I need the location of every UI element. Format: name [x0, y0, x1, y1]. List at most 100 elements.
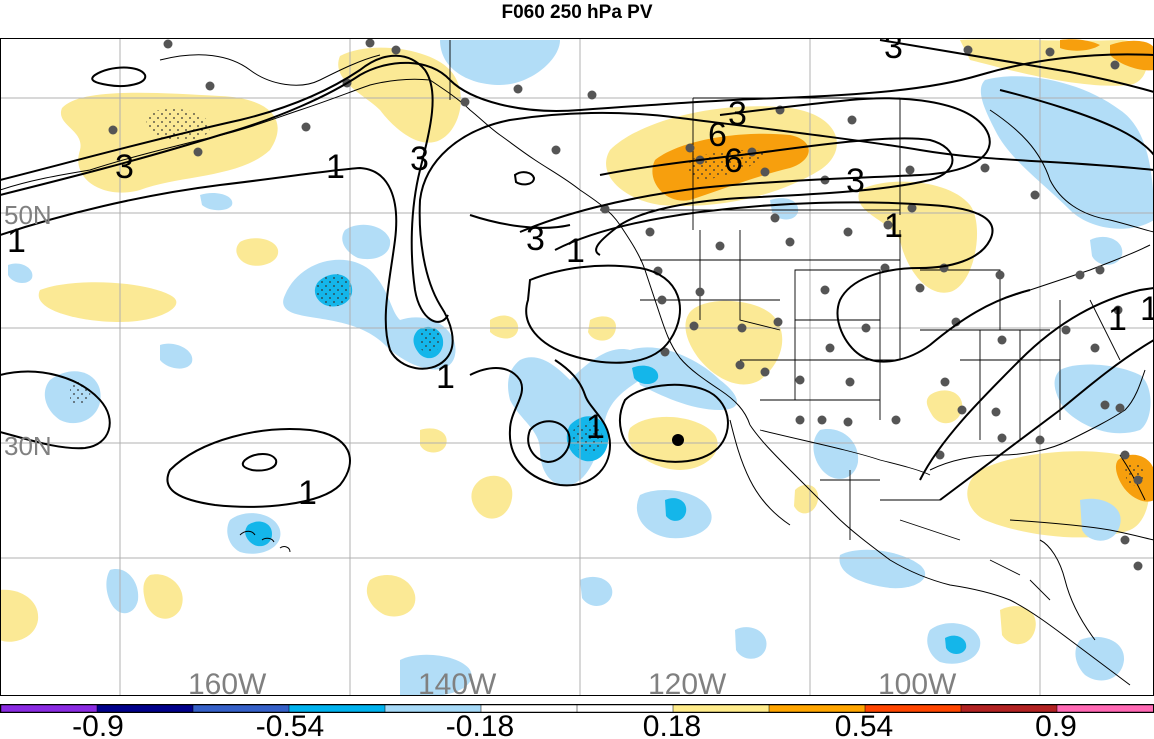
- negative-anomaly-patch: [580, 576, 613, 606]
- positive-anomaly-shading: [0, 39, 1150, 645]
- strong-positive-anomaly-patch: [1060, 39, 1100, 51]
- contour-label: 3: [884, 28, 903, 66]
- negative-anomaly-patch: [1075, 636, 1125, 681]
- negative-anomaly-patch: [200, 193, 233, 211]
- storm-center-marker: [672, 434, 684, 446]
- pv-contour-3: [519, 97, 991, 233]
- positive-anomaly-patch: [588, 316, 616, 341]
- pv-contours: [0, 39, 1154, 508]
- positive-anomaly-patch: [38, 282, 177, 322]
- positive-anomaly-patch: [143, 574, 183, 619]
- contour-label: 1: [326, 148, 345, 186]
- lon-label-120w: 120W: [648, 668, 727, 701]
- colorbar-swatches: [0, 704, 1154, 713]
- contour-label: 1: [298, 474, 317, 512]
- positive-anomaly-patch: [420, 428, 447, 453]
- positive-anomaly-patch: [960, 39, 1147, 86]
- significance-stippling: [70, 108, 1145, 486]
- contour-label: 3: [115, 148, 134, 186]
- contour-label: 3: [526, 220, 545, 258]
- negative-anomaly-patch: [160, 343, 193, 369]
- axis-labels: 50N 30N 160W 140W 120W 100W: [4, 200, 957, 701]
- colorbar-label: -0.54: [256, 710, 324, 739]
- pv-contour-1: [525, 264, 681, 364]
- negative-anomaly-shading: [8, 40, 1154, 696]
- lat-label-50n: 50N: [4, 200, 52, 230]
- positive-anomaly-patch: [1000, 606, 1036, 645]
- negative-anomaly-patch: [508, 349, 649, 486]
- contour-label: 3: [846, 162, 865, 200]
- strong-negative-anomaly-patch: [632, 365, 659, 384]
- positive-anomaly-patch: [490, 315, 519, 339]
- positive-anomaly-patch: [685, 300, 783, 385]
- colorbar: -0.9 -0.54 -0.18 0.18 0.54 0.9: [0, 704, 1154, 739]
- contour-label: 1: [586, 408, 605, 446]
- contour-label: 1: [436, 358, 455, 396]
- positive-anomaly-patch: [0, 589, 39, 642]
- contour-label: 1: [7, 222, 26, 260]
- negative-anomaly-patch: [735, 627, 767, 659]
- pv-contour-1: [0, 370, 111, 450]
- contour-label: 1: [1140, 290, 1154, 328]
- negative-anomaly-patch: [400, 654, 472, 696]
- positive-anomaly-patch: [60, 92, 278, 193]
- pv-contour-6: [595, 137, 954, 256]
- pv-contour-1: [939, 339, 1154, 501]
- strong-positive-anomaly-patch: [1110, 40, 1154, 71]
- contour-label: 6: [708, 116, 727, 154]
- pv-contour-1: [619, 383, 729, 463]
- lon-label-160w: 160W: [188, 668, 267, 701]
- negative-anomaly-patch: [1090, 236, 1123, 265]
- positive-anomaly-patch: [366, 575, 416, 617]
- contour-label: 3: [728, 95, 747, 133]
- strong-negative-anomaly-patch: [245, 521, 272, 547]
- strong-negative-anomaly-patch: [665, 498, 687, 521]
- contour-label: 1: [1108, 300, 1127, 338]
- positive-anomaly-patch: [236, 238, 279, 266]
- station-markers: [108, 38, 1143, 571]
- pv-contour-1: [513, 171, 536, 186]
- negative-anomaly-patch: [342, 224, 391, 260]
- pv-contour-1: [527, 420, 571, 464]
- colorbar-label: 0.54: [835, 710, 893, 739]
- colorbar-label: 0.9: [1035, 710, 1077, 739]
- pv-contour-1: [166, 428, 351, 508]
- negative-anomaly-patch: [839, 549, 926, 589]
- contour-label: 1: [566, 232, 585, 270]
- pv-contour-1: [919, 287, 1154, 481]
- negative-anomaly-patch: [813, 429, 859, 479]
- negative-anomaly-patch: [630, 347, 737, 410]
- lon-label-140w: 140W: [418, 668, 497, 701]
- contour-label: 6: [724, 142, 743, 180]
- pv-contour-1: [469, 359, 612, 487]
- chart-title: F060 250 hPa PV: [501, 2, 653, 23]
- pv-contour-3: [469, 214, 571, 229]
- negative-anomaly-patch: [440, 40, 560, 85]
- negative-anomaly-patch: [8, 263, 33, 284]
- negative-anomaly-patch: [980, 76, 1154, 229]
- lon-label-100w: 100W: [878, 668, 957, 701]
- lat-lon-grid: [0, 38, 1154, 696]
- pv-contour-3: [0, 53, 1154, 196]
- contour-labels: 3 1 3 1 6 3 6 3 1 3 1 1 1 1 1 1 3: [7, 28, 1154, 512]
- positive-anomaly-patch: [471, 475, 513, 519]
- pv-contour-1: [241, 453, 278, 472]
- colorbar-label: 0.18: [643, 710, 701, 739]
- coastlines: [0, 54, 1154, 686]
- negative-anomaly-patch: [1054, 364, 1151, 434]
- contour-label: 3: [410, 140, 429, 178]
- pv-contour-1: [91, 66, 147, 87]
- contour-label: 1: [884, 207, 903, 245]
- lat-label-30n: 30N: [4, 431, 52, 461]
- pv-contour-1: [0, 111, 1154, 370]
- strong-negative-anomaly-patch: [945, 635, 967, 654]
- negative-anomaly-patch: [106, 569, 139, 614]
- colorbar-label: -0.9: [72, 710, 124, 739]
- colorbar-label: -0.18: [446, 710, 514, 739]
- pv-contour-1: [554, 201, 1031, 363]
- map-area: 3 1 3 1 6 3 6 3 1 3 1 1 1 1 1 1 3 50N 30…: [0, 28, 1154, 701]
- positive-anomaly-patch: [926, 390, 963, 424]
- pv-contour-1: [999, 89, 1154, 156]
- pv-contour-3: [0, 54, 449, 323]
